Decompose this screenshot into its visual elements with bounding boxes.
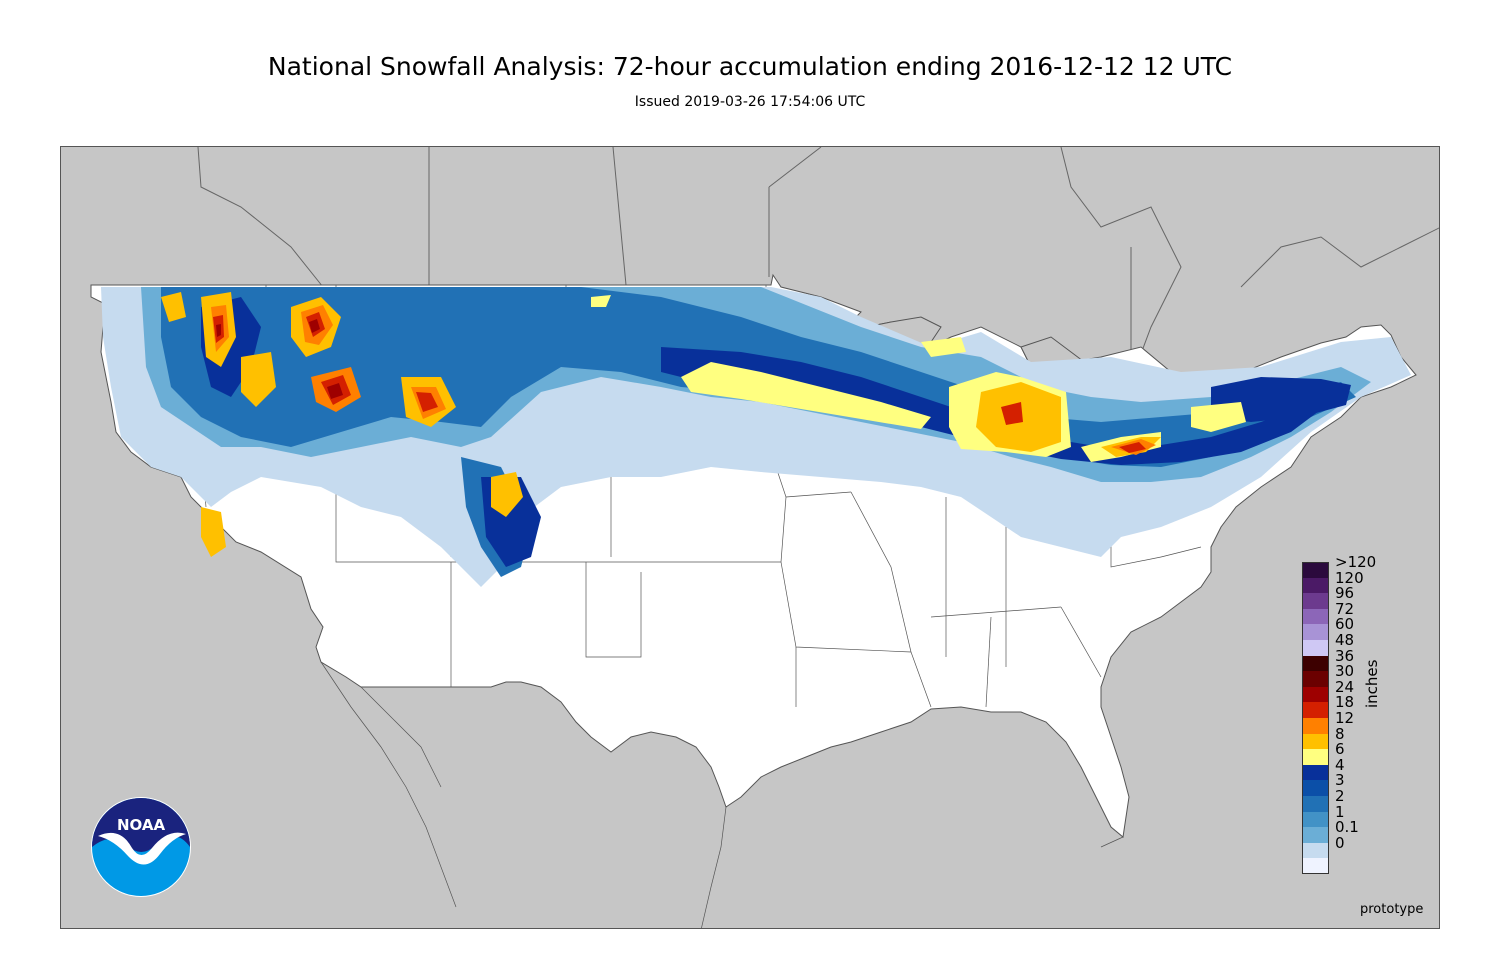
legend-swatch <box>1302 780 1329 797</box>
snowfall-dark-red <box>216 319 343 399</box>
legend-swatch <box>1302 764 1329 781</box>
legend-swatch <box>1302 608 1329 625</box>
legend-label: 96 <box>1335 584 1355 603</box>
legend-label: 24 <box>1335 677 1355 696</box>
legend-swatch <box>1302 640 1329 657</box>
legend-label: 0.1 <box>1335 818 1359 837</box>
legend-label: 60 <box>1335 615 1355 634</box>
legend-swatch <box>1302 811 1329 828</box>
noaa-logo-text: NOAA <box>117 816 166 834</box>
legend-swatch <box>1302 733 1329 750</box>
legend-swatch <box>1302 577 1329 594</box>
map-canvas <box>61 147 1439 928</box>
legend-swatch <box>1302 686 1329 703</box>
legend-label: 48 <box>1335 631 1355 649</box>
legend-label: 8 <box>1335 724 1345 743</box>
map-title: National Snowfall Analysis: 72-hour accu… <box>267 52 1233 81</box>
legend-label: 12 <box>1335 709 1355 727</box>
issued-timestamp: Issued 2019-03-26 17:54:06 UTC <box>634 94 866 110</box>
legend-swatch <box>1302 562 1329 579</box>
snowfall-map[interactable] <box>60 146 1440 929</box>
legend-label: 0 <box>1335 833 1345 852</box>
legend-swatch <box>1302 796 1329 813</box>
coastlines <box>320 661 1124 928</box>
legend-label: 18 <box>1335 693 1355 712</box>
noaa-logo-icon: NOAA <box>91 797 191 897</box>
legend-swatch <box>1302 749 1329 766</box>
prototype-label: prototype <box>1360 902 1424 917</box>
legend-swatch <box>1302 624 1329 641</box>
legend-swatch <box>1302 671 1329 688</box>
legend-label: 2 <box>1335 787 1345 805</box>
legend-swatch <box>1302 655 1329 672</box>
legend-swatch <box>1302 858 1329 875</box>
legend-swatch <box>1302 593 1329 610</box>
legend-units-label: inches <box>1363 659 1381 708</box>
legend-swatch <box>1302 718 1329 735</box>
legend-label: 36 <box>1335 646 1355 665</box>
legend-swatch <box>1302 827 1329 844</box>
legend-label: 3 <box>1335 771 1345 790</box>
legend-label: >120 <box>1335 553 1377 571</box>
legend-swatch <box>1302 702 1329 719</box>
legend-swatch <box>1302 842 1329 859</box>
legend-label: 4 <box>1335 755 1345 774</box>
legend-label: 1 <box>1335 802 1345 821</box>
legend-label: 30 <box>1335 662 1355 681</box>
noaa-logo: NOAA <box>90 796 192 898</box>
color-legend: >120 120 96 72 60 48 36 30 24 18 12 8 6 4 3 2 1 0.1 0 <box>1302 555 1422 875</box>
legend-label: 120 <box>1335 568 1364 587</box>
legend-label: 6 <box>1335 740 1345 759</box>
legend-label: 72 <box>1335 599 1355 618</box>
